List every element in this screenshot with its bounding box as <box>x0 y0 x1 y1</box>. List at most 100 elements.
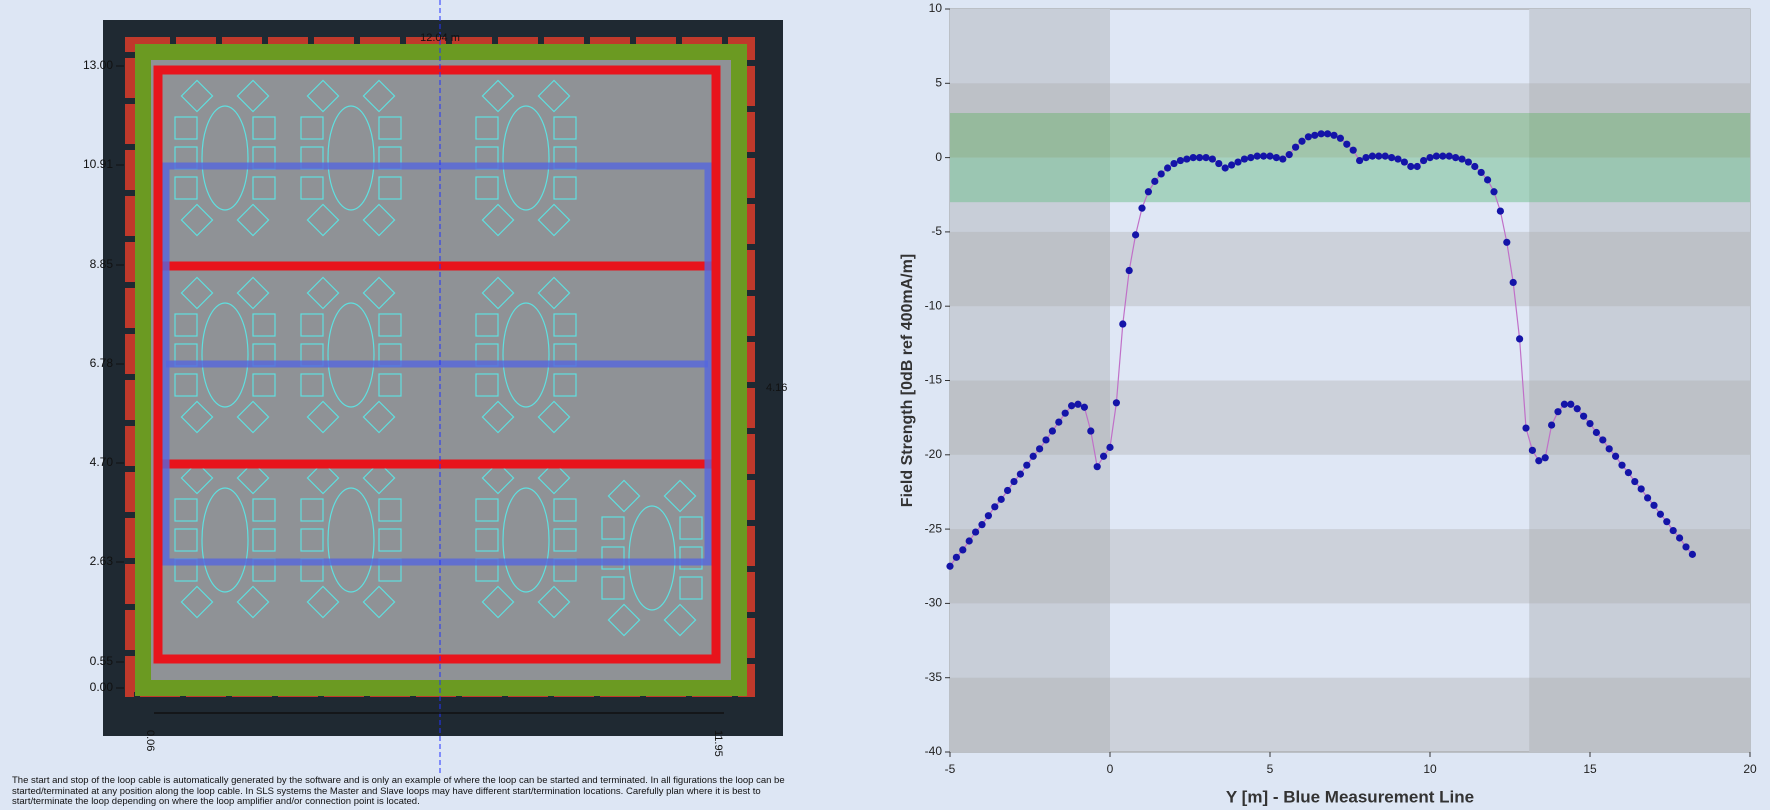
data-point <box>1125 266 1133 275</box>
table <box>201 105 249 211</box>
plan-y-label: 10.91 <box>83 157 113 171</box>
data-point <box>1432 152 1440 160</box>
data-point <box>1445 152 1453 160</box>
chair <box>300 313 324 337</box>
data-point <box>1317 130 1325 138</box>
data-point <box>1413 162 1421 171</box>
data-point <box>1176 156 1184 165</box>
data-point <box>1260 152 1268 160</box>
data-point <box>1080 403 1088 411</box>
data-point <box>1592 428 1600 437</box>
data-point <box>1381 152 1389 160</box>
data-point <box>1535 457 1543 465</box>
data-point <box>1247 154 1255 162</box>
chair <box>663 603 697 637</box>
data-point <box>1183 155 1191 163</box>
data-point <box>1477 168 1485 177</box>
chair <box>537 461 571 495</box>
chair <box>362 203 396 237</box>
chair <box>174 116 198 140</box>
y-tick-label: -30 <box>925 596 943 610</box>
data-point <box>1016 470 1024 478</box>
data-point <box>1112 399 1120 407</box>
data-point <box>1541 454 1549 462</box>
chair <box>236 461 270 495</box>
chair <box>180 79 214 113</box>
chair <box>362 79 396 113</box>
table <box>327 105 375 211</box>
top-dimension: 12.04 m <box>420 32 460 44</box>
data-point <box>1170 159 1178 168</box>
x-tick-label: 5 <box>1267 762 1274 776</box>
data-point <box>1426 154 1434 162</box>
plan-y-label: 8.85 <box>90 257 114 271</box>
data-point <box>1266 152 1274 160</box>
chair <box>300 116 324 140</box>
data-point <box>1637 485 1645 493</box>
chair <box>300 373 324 397</box>
data-point <box>1375 152 1383 160</box>
x-tick-label: 15 <box>1583 762 1597 776</box>
chair <box>174 313 198 337</box>
chair <box>537 79 571 113</box>
chair <box>475 373 499 397</box>
data-point <box>997 495 1005 503</box>
data-point <box>1368 152 1376 160</box>
table <box>327 487 375 593</box>
data-point <box>965 537 973 545</box>
data-point <box>1599 436 1607 444</box>
data-point <box>1471 162 1479 171</box>
chair <box>553 528 577 552</box>
data-point <box>1663 518 1671 526</box>
table <box>628 505 676 611</box>
chair <box>553 116 577 140</box>
data-point <box>1068 402 1076 410</box>
chair <box>475 313 499 337</box>
data-point <box>1055 418 1063 426</box>
chair <box>378 498 402 522</box>
chair <box>174 373 198 397</box>
bottom-dimension: 0.06 <box>144 730 156 751</box>
chair <box>537 276 571 310</box>
chair <box>481 79 515 113</box>
data-point <box>1029 452 1037 460</box>
chair <box>475 176 499 200</box>
x-tick-label: 20 <box>1743 762 1757 776</box>
y-shading <box>950 380 1750 455</box>
plan-y-label: 13.00 <box>83 58 113 72</box>
data-point <box>1349 146 1357 154</box>
chair <box>300 176 324 200</box>
chair <box>481 461 515 495</box>
data-point <box>978 521 986 529</box>
data-point <box>1612 452 1620 460</box>
y-tick-label: -25 <box>925 521 943 535</box>
note: The start and stop of the loop cable is … <box>12 775 785 807</box>
data-point <box>1330 131 1338 139</box>
data-point <box>984 512 992 520</box>
data-point <box>1074 400 1082 408</box>
chair <box>306 400 340 434</box>
data-point <box>1196 154 1204 162</box>
chair <box>679 576 703 600</box>
data-point <box>1407 162 1415 171</box>
chair <box>252 176 276 200</box>
bottom-dimension: 11.95 <box>712 730 724 757</box>
chair <box>378 116 402 140</box>
data-point <box>952 553 960 561</box>
data-point <box>1650 501 1658 509</box>
data-point <box>1240 155 1248 163</box>
chair <box>537 585 571 619</box>
data-point <box>1208 155 1216 163</box>
data-point <box>946 562 954 570</box>
chair <box>475 116 499 140</box>
chair <box>252 116 276 140</box>
chair <box>180 203 214 237</box>
y-tick-label: 5 <box>935 75 942 89</box>
data-point <box>1215 159 1223 168</box>
chair <box>481 400 515 434</box>
chair <box>537 203 571 237</box>
right-dimension: 4.16 m <box>766 382 790 394</box>
data-point <box>1164 164 1172 172</box>
y-tick-label: 0 <box>935 150 942 164</box>
